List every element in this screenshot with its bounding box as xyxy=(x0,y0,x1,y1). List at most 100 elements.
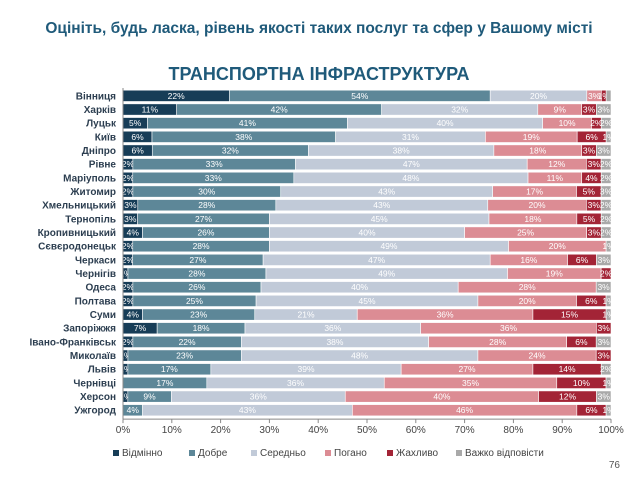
x-tick-label: 60% xyxy=(406,425,426,436)
data-label: 36% xyxy=(500,323,517,333)
data-label: 2% xyxy=(122,187,135,197)
data-label: 17% xyxy=(156,378,173,388)
data-label: 3% xyxy=(597,337,610,347)
legend-swatch xyxy=(113,450,119,456)
data-label: 3% xyxy=(588,91,601,101)
data-label: 36% xyxy=(437,310,454,320)
data-label: 1% xyxy=(119,364,132,374)
data-label: 3% xyxy=(124,214,137,224)
legend-swatch xyxy=(189,450,195,456)
data-label: 22% xyxy=(168,91,185,101)
bar-segment xyxy=(595,349,612,362)
data-label: 38% xyxy=(393,146,410,156)
category-label: Тернопіль xyxy=(65,214,116,225)
data-label: 23% xyxy=(176,351,193,361)
data-label: 27% xyxy=(195,214,212,224)
data-label: 21% xyxy=(297,310,314,320)
data-label: 2% xyxy=(122,337,135,347)
data-label: 3% xyxy=(588,228,601,238)
chart-title: ТРАНСПОРТНА ІНФРАСТРУКТУРА xyxy=(168,64,470,84)
category-label: Ужгород xyxy=(74,406,116,417)
page-title: Оцініть, будь ласка, рівень якості таких… xyxy=(45,20,593,37)
data-label: 9% xyxy=(554,105,567,115)
bar-segment xyxy=(600,212,612,225)
data-label: 10% xyxy=(559,118,576,128)
data-label: 11% xyxy=(547,173,564,183)
category-label: Луцьк xyxy=(86,119,117,130)
data-label: 38% xyxy=(235,132,252,142)
category-label: Чернігів xyxy=(75,269,116,280)
data-label: 3% xyxy=(598,323,611,333)
bar-segment xyxy=(596,144,612,157)
data-label: 41% xyxy=(239,118,256,128)
data-label: 14% xyxy=(559,364,576,374)
data-label: 2% xyxy=(122,173,135,183)
category-label: Одеса xyxy=(85,283,116,294)
data-label: 3% xyxy=(124,200,137,210)
data-label: 31% xyxy=(402,132,419,142)
data-label: 26% xyxy=(188,282,205,292)
data-label: 15% xyxy=(561,310,578,320)
data-label: 1% xyxy=(602,405,615,415)
data-label: 40% xyxy=(351,282,368,292)
legend-label: Середньо xyxy=(260,448,306,459)
data-label: 23% xyxy=(190,310,207,320)
data-label: 6% xyxy=(576,255,589,265)
bar-segment xyxy=(600,185,612,198)
data-label: 3% xyxy=(598,255,611,265)
x-tick-label: 40% xyxy=(308,425,328,436)
data-label: 47% xyxy=(403,159,420,169)
data-label: 4% xyxy=(127,228,140,238)
category-label: Херсон xyxy=(80,392,116,403)
bar-segment xyxy=(600,199,612,212)
data-label: 28% xyxy=(188,269,205,279)
data-label: 49% xyxy=(378,269,395,279)
data-label: 2% xyxy=(600,214,613,224)
data-label: 43% xyxy=(378,187,395,197)
data-label: 2% xyxy=(122,159,135,169)
x-tick-label: 0% xyxy=(116,425,131,436)
data-label: 3% xyxy=(597,351,610,361)
bar-segment xyxy=(605,404,612,417)
data-label: 10% xyxy=(573,378,590,388)
data-label: 17% xyxy=(161,364,178,374)
data-label: 1% xyxy=(602,296,615,306)
data-label: 2% xyxy=(600,118,613,128)
category-label: Полтава xyxy=(75,296,117,307)
category-label: Івано-Франківськ xyxy=(30,337,117,348)
data-label: 3% xyxy=(597,282,610,292)
data-label: 3% xyxy=(583,105,596,115)
data-label: 1% xyxy=(602,241,615,251)
x-tick-label: 30% xyxy=(259,425,279,436)
category-label: Житомир xyxy=(69,187,116,198)
data-label: 28% xyxy=(519,282,536,292)
data-label: 2% xyxy=(600,200,613,210)
data-label: 18% xyxy=(524,214,541,224)
bar-segment xyxy=(600,226,612,239)
data-label: 4% xyxy=(585,173,598,183)
data-label: 28% xyxy=(489,337,506,347)
data-label: 24% xyxy=(529,351,546,361)
data-label: 12% xyxy=(559,392,576,402)
data-label: 43% xyxy=(239,405,256,415)
data-label: 28% xyxy=(193,241,210,251)
legend-label: Жахливо xyxy=(396,448,439,459)
bar-segment xyxy=(605,376,612,389)
category-label: Дніпро xyxy=(82,146,116,157)
data-label: 3% xyxy=(588,200,601,210)
bar-segment xyxy=(600,158,612,171)
data-label: 2% xyxy=(600,173,613,183)
data-label: 18% xyxy=(193,323,210,333)
data-label: 36% xyxy=(250,392,267,402)
data-label: 2% xyxy=(590,118,603,128)
category-label: Рівне xyxy=(89,160,117,171)
x-tick-label: 10% xyxy=(162,425,182,436)
data-label: 39% xyxy=(297,364,314,374)
data-label: 27% xyxy=(189,255,206,265)
legend-swatch xyxy=(251,450,257,456)
data-label: 32% xyxy=(451,105,468,115)
bar-segment xyxy=(605,308,612,321)
data-label: 26% xyxy=(197,228,214,238)
data-label: 2% xyxy=(122,255,135,265)
